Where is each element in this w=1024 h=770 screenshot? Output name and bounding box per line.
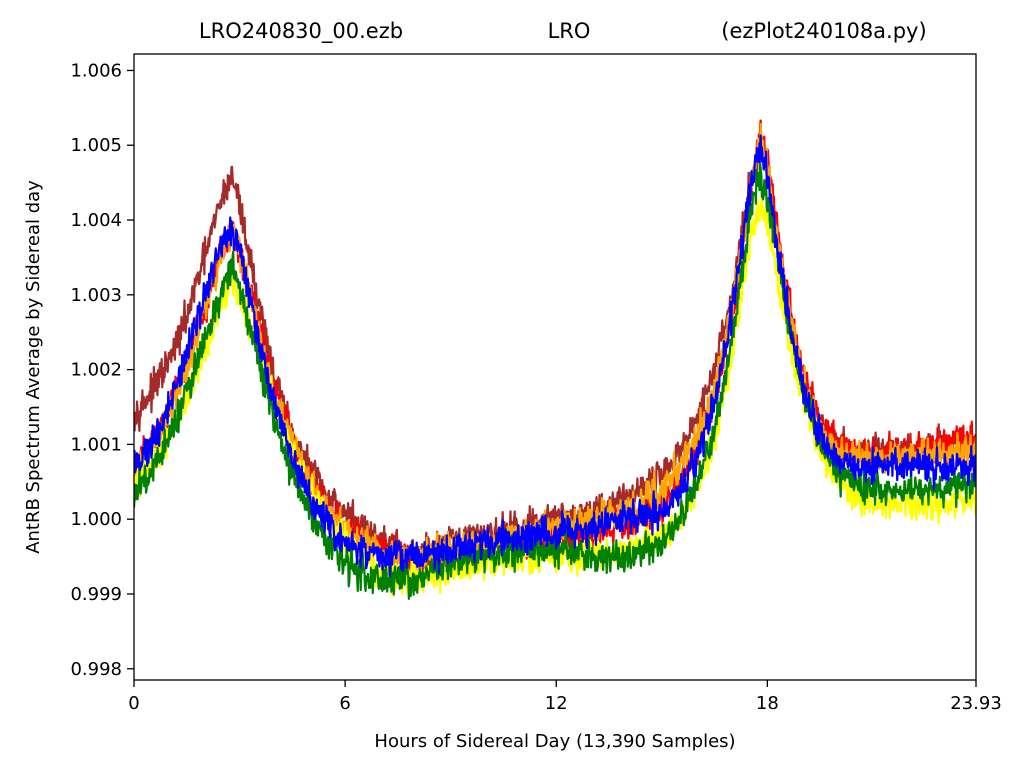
y-tick-label: 0.998 [70,659,122,680]
title-station: LRO [548,19,591,43]
y-tick-label: 1.002 [70,360,122,381]
chart-title: LRO240830_00.ezb LRO (ezPlot240108a.py) [199,19,927,44]
x-axis: 0 6 12 18 23.93 [128,680,1002,714]
y-axis: 0.998 0.999 1.000 1.001 1.002 1.003 1.004 1.005… [70,60,134,680]
series-layer [134,119,976,600]
title-filename: LRO240830_00.ezb [199,19,403,44]
y-tick-label: 1.003 [70,285,122,306]
plot-frame [133,53,977,681]
x-tick-label: 23.93 [950,693,1002,714]
y-tick-label: 0.999 [70,584,122,605]
y-tick-label: 1.005 [70,135,122,156]
series-line [134,161,976,600]
series-line [134,134,976,578]
y-tick-label: 1.000 [70,509,122,530]
x-tick-label: 12 [545,693,568,714]
series-line [134,141,976,568]
y-tick-label: 1.006 [70,60,122,81]
title-script: (ezPlot240108a.py) [721,19,926,43]
x-tick-label: 0 [128,693,139,714]
y-tick-label: 1.004 [70,210,122,231]
x-axis-label: Hours of Sidereal Day (13,390 Samples) [374,731,735,752]
y-tick-label: 1.001 [70,434,122,455]
y-axis-label: AntRB Spectrum Average by Sidereal day [23,180,44,554]
x-tick-label: 6 [339,693,350,714]
x-tick-label: 18 [756,693,779,714]
